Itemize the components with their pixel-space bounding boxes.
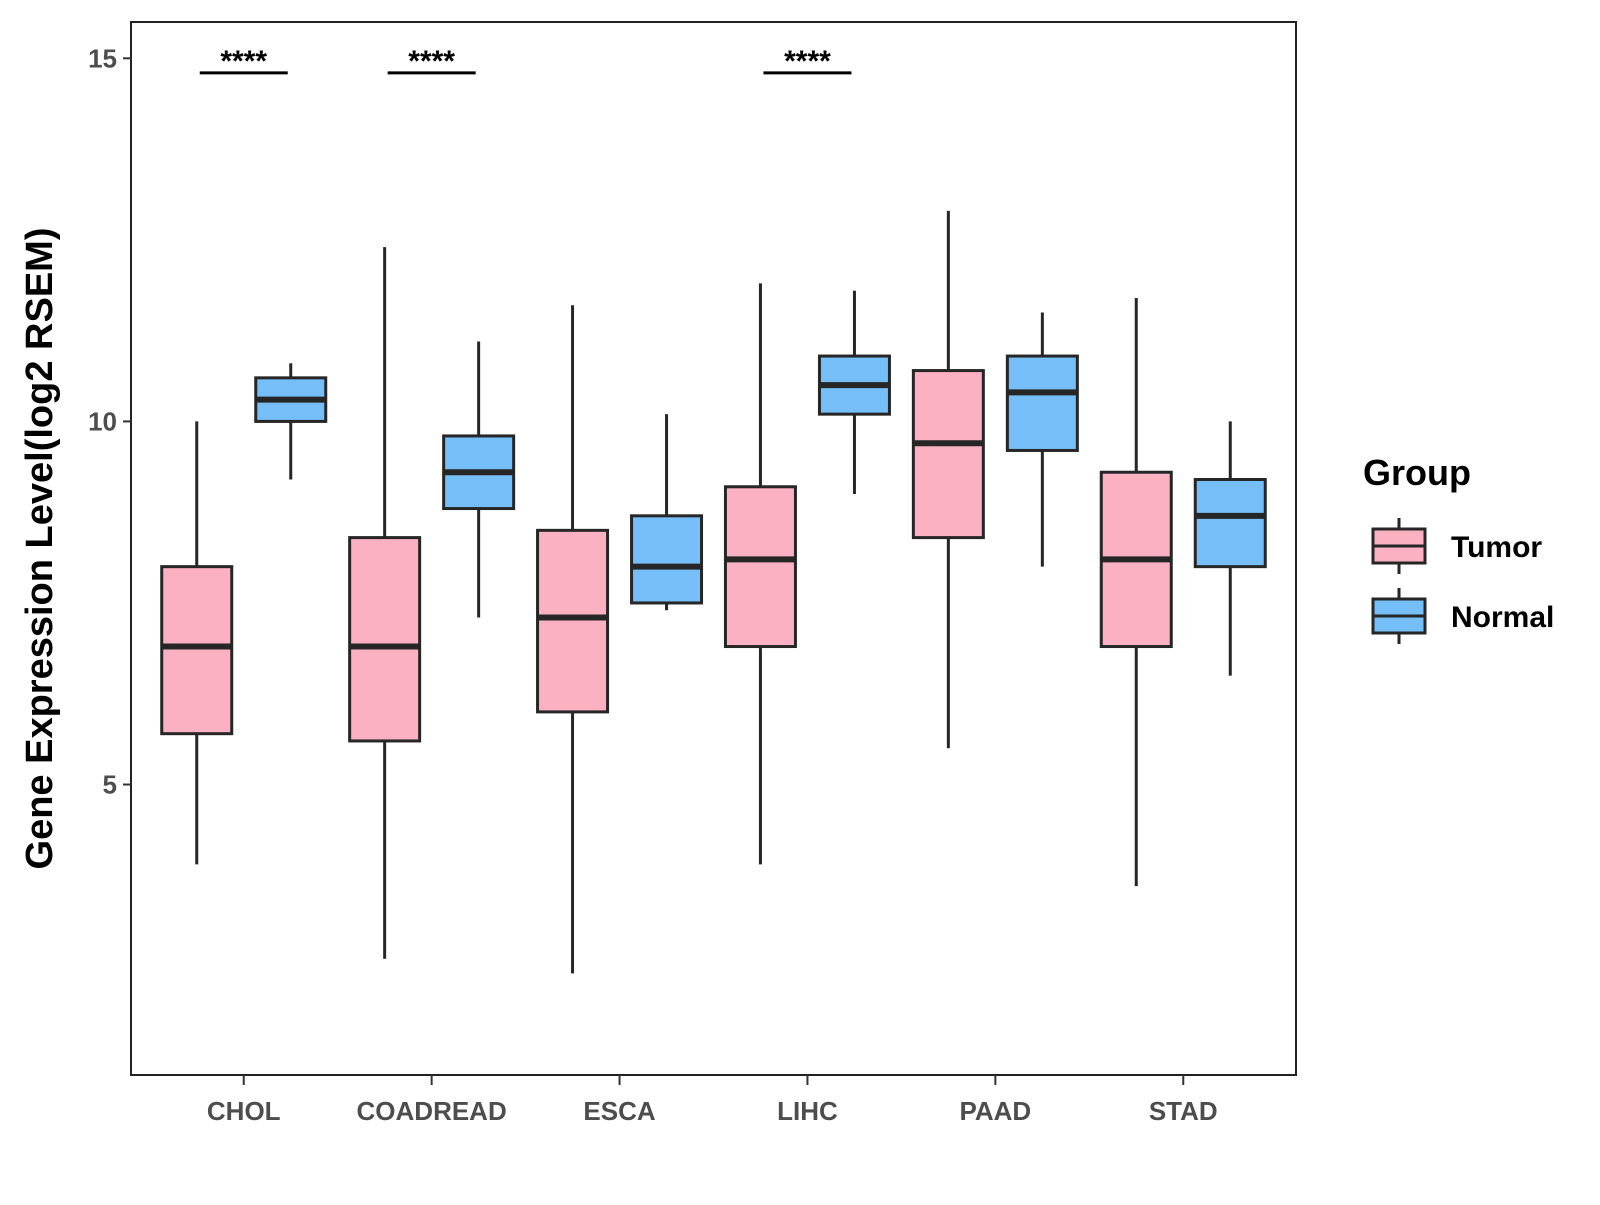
- box-tumor: [536, 528, 610, 714]
- y-axis-title: Gene Expression Level(log2 RSEM): [19, 228, 61, 870]
- legend-title: Group: [1363, 452, 1471, 493]
- significance-label: ****: [220, 45, 267, 78]
- box-tumor: [348, 536, 422, 743]
- x-tick-label: CHOL: [207, 1096, 281, 1126]
- legend-label-normal: Normal: [1451, 601, 1554, 634]
- y-tick-label: 15: [88, 43, 117, 73]
- significance-label: ****: [408, 45, 455, 78]
- y-tick-label: 10: [88, 406, 117, 436]
- x-tick-label: LIHC: [777, 1096, 838, 1126]
- x-tick-label: ESCA: [583, 1096, 655, 1126]
- x-tick-label: PAAD: [959, 1096, 1031, 1126]
- box-tumor: [911, 369, 985, 540]
- box-normal: [1193, 478, 1267, 569]
- x-tick-label: STAD: [1149, 1096, 1218, 1126]
- box-normal: [1005, 354, 1079, 452]
- x-tick-label: COADREAD: [357, 1096, 507, 1126]
- box-tumor: [723, 485, 797, 649]
- legend-label-tumor: Tumor: [1451, 531, 1542, 564]
- y-tick-label: 5: [103, 770, 117, 800]
- box-tumor: [160, 565, 234, 736]
- significance-label: ****: [784, 45, 831, 78]
- plot-panel-border: [130, 21, 1297, 1076]
- box-normal: [630, 514, 704, 605]
